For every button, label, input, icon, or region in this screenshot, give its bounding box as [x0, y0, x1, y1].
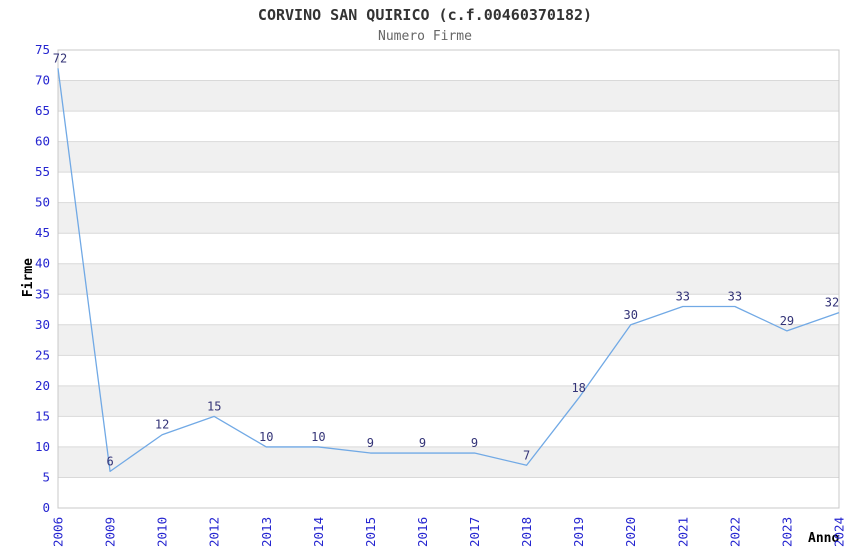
data-line	[57, 68, 840, 473]
plot-band	[58, 446, 839, 478]
plot-band	[58, 80, 839, 112]
value-label: 6	[106, 454, 113, 468]
value-label: 72	[53, 51, 67, 65]
value-label: 29	[780, 314, 794, 328]
value-label: 33	[728, 289, 742, 303]
chart-title: CORVINO SAN QUIRICO (c.f.00460370182)	[257, 6, 593, 24]
value-label: 18	[571, 381, 585, 395]
y-tick-label: 65	[35, 103, 50, 118]
plot-band	[58, 263, 839, 295]
y-tick-label: 0	[42, 500, 50, 515]
y-tick-label: 35	[35, 286, 50, 301]
value-label: 10	[259, 430, 273, 444]
y-tick-label: 45	[35, 225, 50, 240]
y-tick-label: 75	[35, 42, 50, 57]
x-tick-label: 2024	[832, 517, 847, 547]
y-tick-label: 60	[35, 134, 50, 149]
y-tick-label: 5	[42, 469, 50, 484]
value-label: 9	[471, 436, 478, 450]
x-tick-label: 2014	[311, 517, 326, 547]
value-label: 30	[624, 308, 638, 322]
x-tick-label: 2018	[519, 517, 534, 547]
plot-band	[58, 202, 839, 234]
x-tick-label: 2006	[51, 517, 66, 547]
plot-border	[57, 49, 840, 509]
x-axis-label: Anno	[808, 531, 840, 546]
y-tick-label: 70	[35, 73, 50, 88]
value-label: 9	[367, 436, 374, 450]
x-tick-label: 2010	[155, 517, 170, 547]
value-label: 33	[676, 289, 690, 303]
value-label: 7	[523, 448, 530, 462]
x-tick-label: 2009	[103, 517, 118, 547]
value-label: 9	[419, 436, 426, 450]
x-tick-label: 2022	[727, 517, 742, 547]
x-tick-label: 2016	[415, 517, 430, 547]
x-tick-label: 2017	[467, 517, 482, 547]
x-tick-label: 2019	[571, 517, 586, 547]
plot-band	[58, 385, 839, 417]
x-tick-label: 2020	[623, 517, 638, 547]
x-tick-label: 2012	[207, 517, 222, 547]
value-label: 12	[155, 418, 169, 432]
value-label: 32	[825, 296, 839, 310]
y-tick-label: 25	[35, 347, 50, 362]
plot-band	[58, 324, 839, 356]
chart-subtitle: Numero Firme	[378, 29, 472, 44]
x-tick-label: 2021	[675, 517, 690, 547]
plot-band	[58, 141, 839, 173]
y-tick-label: 15	[35, 408, 50, 423]
x-tick-label: 2013	[259, 517, 274, 547]
y-tick-label: 55	[35, 164, 50, 179]
y-tick-label: 50	[35, 195, 50, 210]
y-tick-label: 10	[35, 439, 50, 454]
value-label: 10	[311, 430, 325, 444]
x-tick-label: 2015	[363, 517, 378, 547]
y-tick-label: 30	[35, 317, 50, 332]
x-tick-label: 2023	[779, 517, 794, 547]
value-label: 15	[207, 399, 221, 413]
y-tick-label: 20	[35, 378, 50, 393]
y-tick-label: 40	[35, 256, 50, 271]
